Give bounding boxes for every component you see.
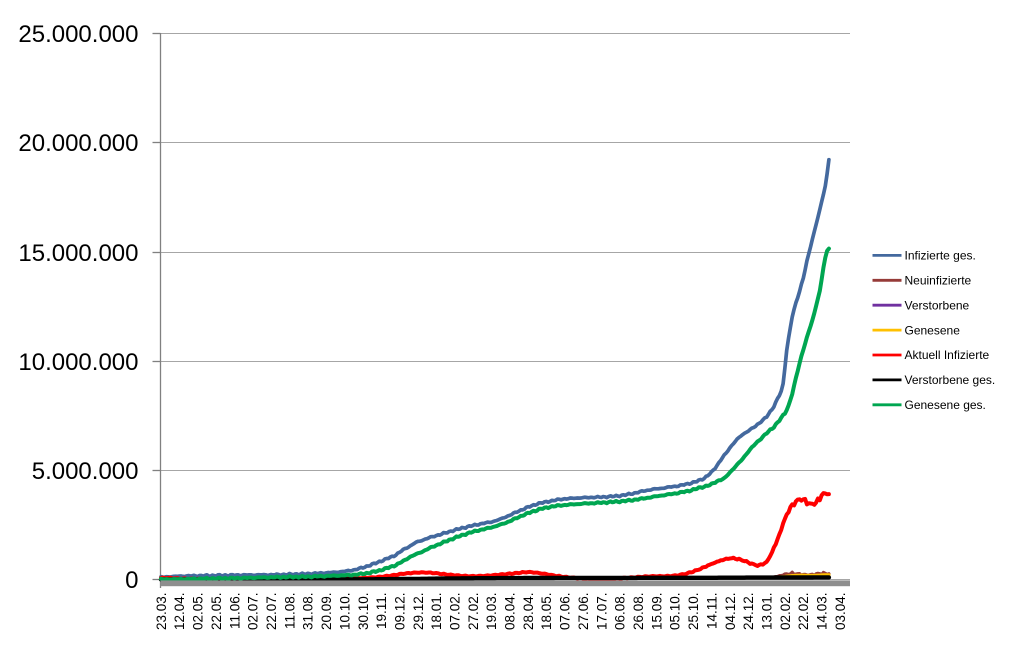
svg-text:19.11.: 19.11. [374,593,389,630]
svg-text:15.000.000: 15.000.000 [18,240,138,267]
svg-text:25.10.: 25.10. [686,593,701,631]
svg-text:17.07.: 17.07. [594,593,609,631]
svg-text:27.02.: 27.02. [466,593,481,631]
svg-text:10.10.: 10.10. [337,593,352,631]
svg-text:12.04.: 12.04. [172,593,187,631]
svg-text:18.01.: 18.01. [429,593,444,631]
svg-text:24.12.: 24.12. [741,593,756,631]
svg-text:08.04.: 08.04. [503,593,518,631]
svg-text:29.12.: 29.12. [411,593,426,631]
svg-text:20.09.: 20.09. [319,593,334,631]
svg-text:Infizierte ges.: Infizierte ges. [905,249,976,263]
svg-text:02.07.: 02.07. [246,593,261,631]
svg-text:18.05.: 18.05. [539,593,554,631]
svg-text:13.01.: 13.01. [760,593,775,631]
svg-text:22.05.: 22.05. [209,593,224,631]
svg-text:04.12.: 04.12. [723,593,738,631]
svg-text:02.02.: 02.02. [778,593,793,631]
svg-text:15.09.: 15.09. [649,593,664,631]
svg-text:25.000.000: 25.000.000 [18,21,138,48]
svg-text:27.06.: 27.06. [576,593,591,631]
svg-text:30.10.: 30.10. [356,593,371,631]
svg-text:10.000.000: 10.000.000 [18,349,138,376]
svg-text:11.06.: 11.06. [227,593,242,630]
svg-text:11.08.: 11.08. [282,593,297,630]
svg-text:Genesene ges.: Genesene ges. [905,398,986,412]
svg-text:14.11.: 14.11. [704,593,719,630]
svg-text:0: 0 [125,567,138,594]
svg-text:05.10.: 05.10. [668,593,683,631]
svg-text:19.03.: 19.03. [484,593,499,631]
svg-text:09.12.: 09.12. [392,593,407,631]
svg-text:20.000.000: 20.000.000 [18,130,138,157]
svg-text:Aktuell Infizierte: Aktuell Infizierte [905,348,990,362]
svg-text:Verstorbene ges.: Verstorbene ges. [905,373,996,387]
svg-text:06.08.: 06.08. [613,593,628,631]
svg-text:5.000.000: 5.000.000 [32,458,139,485]
svg-text:23.03.: 23.03. [154,593,169,631]
svg-text:31.08.: 31.08. [301,593,316,631]
svg-text:14.03.: 14.03. [815,593,830,631]
svg-text:22.02.: 22.02. [796,593,811,631]
svg-text:07.06.: 07.06. [558,593,573,631]
svg-text:07.02.: 07.02. [448,593,463,631]
svg-text:03.04.: 03.04. [833,593,848,631]
svg-text:Neuinfizierte: Neuinfizierte [905,274,972,288]
svg-text:26.08.: 26.08. [631,593,646,631]
svg-text:22.07.: 22.07. [264,593,279,631]
svg-text:Genesene: Genesene [905,323,961,337]
svg-text:28.04.: 28.04. [521,593,536,631]
svg-text:02.05.: 02.05. [191,593,206,631]
svg-text:Verstorbene: Verstorbene [905,298,970,312]
